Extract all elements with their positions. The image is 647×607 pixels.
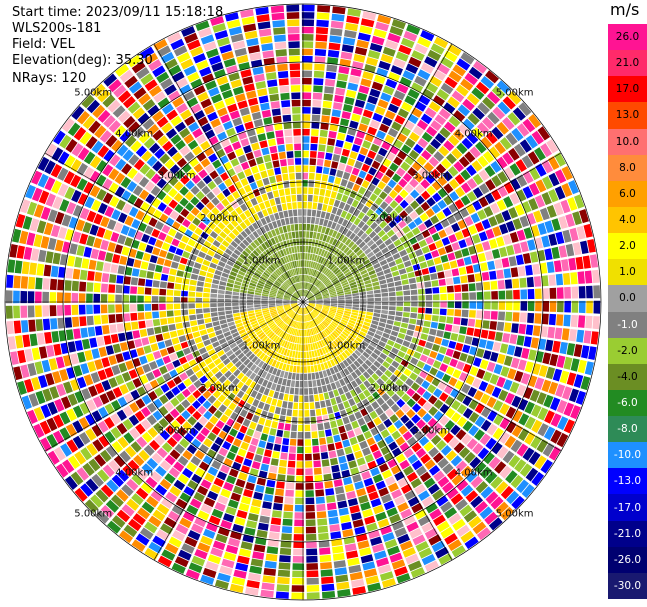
radar-gate-cells xyxy=(13,14,599,595)
colorbar-tick-label: -13.0 xyxy=(613,475,642,488)
colorbar-segment xyxy=(608,206,647,234)
colorbar-tick-label: 1.0 xyxy=(619,266,636,279)
colorbar-tick-label: -26.0 xyxy=(613,553,642,566)
colorbar-segment xyxy=(608,24,647,51)
range-ring-label: 2.00km xyxy=(370,213,408,224)
colorbar-segment xyxy=(608,494,647,522)
colorbar-segment xyxy=(608,520,647,548)
colorbar-segment xyxy=(608,285,647,312)
colorbar-segment xyxy=(608,128,647,156)
range-ring-labels: 1.00km 1.00km 1.00km 1.00km 2.00km 2.00km 2.00… xyxy=(74,87,533,519)
range-ring-label: 4.00km xyxy=(455,128,493,139)
colorbar-tick-label: -10.0 xyxy=(613,449,642,462)
azimuth-spokes xyxy=(5,4,601,600)
colorbar-tick-label: 8.0 xyxy=(619,161,636,174)
radar-gate-cells xyxy=(233,303,370,373)
azimuth-spoke xyxy=(44,152,304,303)
colorbar-segment xyxy=(608,259,647,286)
instrument-label: WLS200s-181 xyxy=(12,21,102,36)
colorbar-tick-label: 21.0 xyxy=(615,57,640,70)
azimuth-spoke xyxy=(302,301,562,452)
colorbar-segment xyxy=(608,50,647,77)
radar-cells xyxy=(5,4,601,600)
colorbar-tick-label: 26.0 xyxy=(615,31,640,44)
range-ring-label: 5.00km xyxy=(74,87,112,98)
radar-gate-cells xyxy=(31,12,587,600)
range-ring-label: 1.00km xyxy=(243,256,281,267)
radar-gate-cells xyxy=(166,165,374,439)
azimuth-spoke xyxy=(44,301,304,452)
colorbar-segment xyxy=(608,389,647,417)
colorbar-segment xyxy=(608,572,647,600)
velocity-colorbar: 26.0 21.0 17.0 13.0 10.0 8.0 6.0 4.0 2.0 1.0 0.0 -1… xyxy=(608,24,647,600)
colorbar-segment xyxy=(608,546,647,574)
range-ring-label: 3.00km xyxy=(158,171,196,182)
colorbar-tick-label: 2.0 xyxy=(619,240,636,253)
colorbar-segment xyxy=(608,337,647,365)
range-ring-label: 1.00km xyxy=(243,340,281,351)
colorbar-tick-label: -6.0 xyxy=(617,396,638,409)
range-ring-label: 1.00km xyxy=(327,340,365,351)
range-ring-label: 2.00km xyxy=(200,383,238,394)
colorbar-tick-label: -30.0 xyxy=(613,579,642,592)
colorbar-tick-label: -17.0 xyxy=(613,501,642,514)
colorbar-tick-label: 6.0 xyxy=(619,187,636,200)
range-ring-label: 4.00km xyxy=(455,468,493,479)
colorbar-segment xyxy=(608,154,647,182)
range-ring-label: 4.00km xyxy=(115,468,153,479)
colorbar-segment xyxy=(608,180,647,208)
range-ring-label: 5.00km xyxy=(74,509,112,520)
colorbar-segment xyxy=(608,102,647,130)
colorbar-segment xyxy=(608,442,647,469)
colorbar-tick-label: -21.0 xyxy=(613,527,642,540)
azimuth-spoke xyxy=(302,301,453,561)
range-ring-label: 4.00km xyxy=(115,128,153,139)
elevation-label: Elevation(deg): 35.30 xyxy=(12,53,153,68)
colorbar-unit: m/s xyxy=(610,0,640,19)
azimuth-spoke xyxy=(302,152,562,303)
colorbar-tick-label: 10.0 xyxy=(615,135,640,148)
colorbar-segment xyxy=(608,76,647,103)
colorbar-tick-label: 13.0 xyxy=(615,109,640,122)
colorbar-segment xyxy=(608,416,647,443)
azimuth-spoke xyxy=(153,43,304,303)
colorbar-segment xyxy=(608,363,647,391)
range-ring-label: 3.00km xyxy=(158,425,196,436)
range-ring-label: 2.00km xyxy=(200,213,238,224)
colorbar-segment xyxy=(608,468,647,495)
range-ring-label: 2.00km xyxy=(370,383,408,394)
range-ring-label: 5.00km xyxy=(496,509,534,520)
range-ring-label: 3.00km xyxy=(412,425,450,436)
colorbar-tick-label: 4.0 xyxy=(619,214,636,227)
range-ring-label: 3.00km xyxy=(412,171,450,182)
colorbar-tick-label: -2.0 xyxy=(617,344,638,357)
nrays-label: NRays: 120 xyxy=(12,71,87,86)
azimuth-spoke xyxy=(302,43,453,303)
colorbar-tick-label: -4.0 xyxy=(617,370,638,383)
ppi-velocity-plot: 1.00km 1.00km 1.00km 1.00km 2.00km 2.00km 2.00… xyxy=(4,3,602,601)
colorbar-tick-label: -1.0 xyxy=(617,318,638,331)
colorbar-tick-label: 0.0 xyxy=(619,292,636,305)
field-label: Field: VEL xyxy=(12,37,75,52)
azimuth-spoke xyxy=(153,301,304,561)
colorbar-tick-label: 17.0 xyxy=(615,83,640,96)
colorbar-segment xyxy=(608,233,647,260)
start-time-label: Start time: 2023/09/11 15:18:18 xyxy=(12,5,224,20)
range-ring-label: 5.00km xyxy=(496,87,534,98)
colorbar-segment xyxy=(608,311,647,339)
radar-gate-cells xyxy=(23,5,593,580)
colorbar-tick-label: -8.0 xyxy=(617,423,638,436)
range-ring-label: 1.00km xyxy=(327,256,365,267)
